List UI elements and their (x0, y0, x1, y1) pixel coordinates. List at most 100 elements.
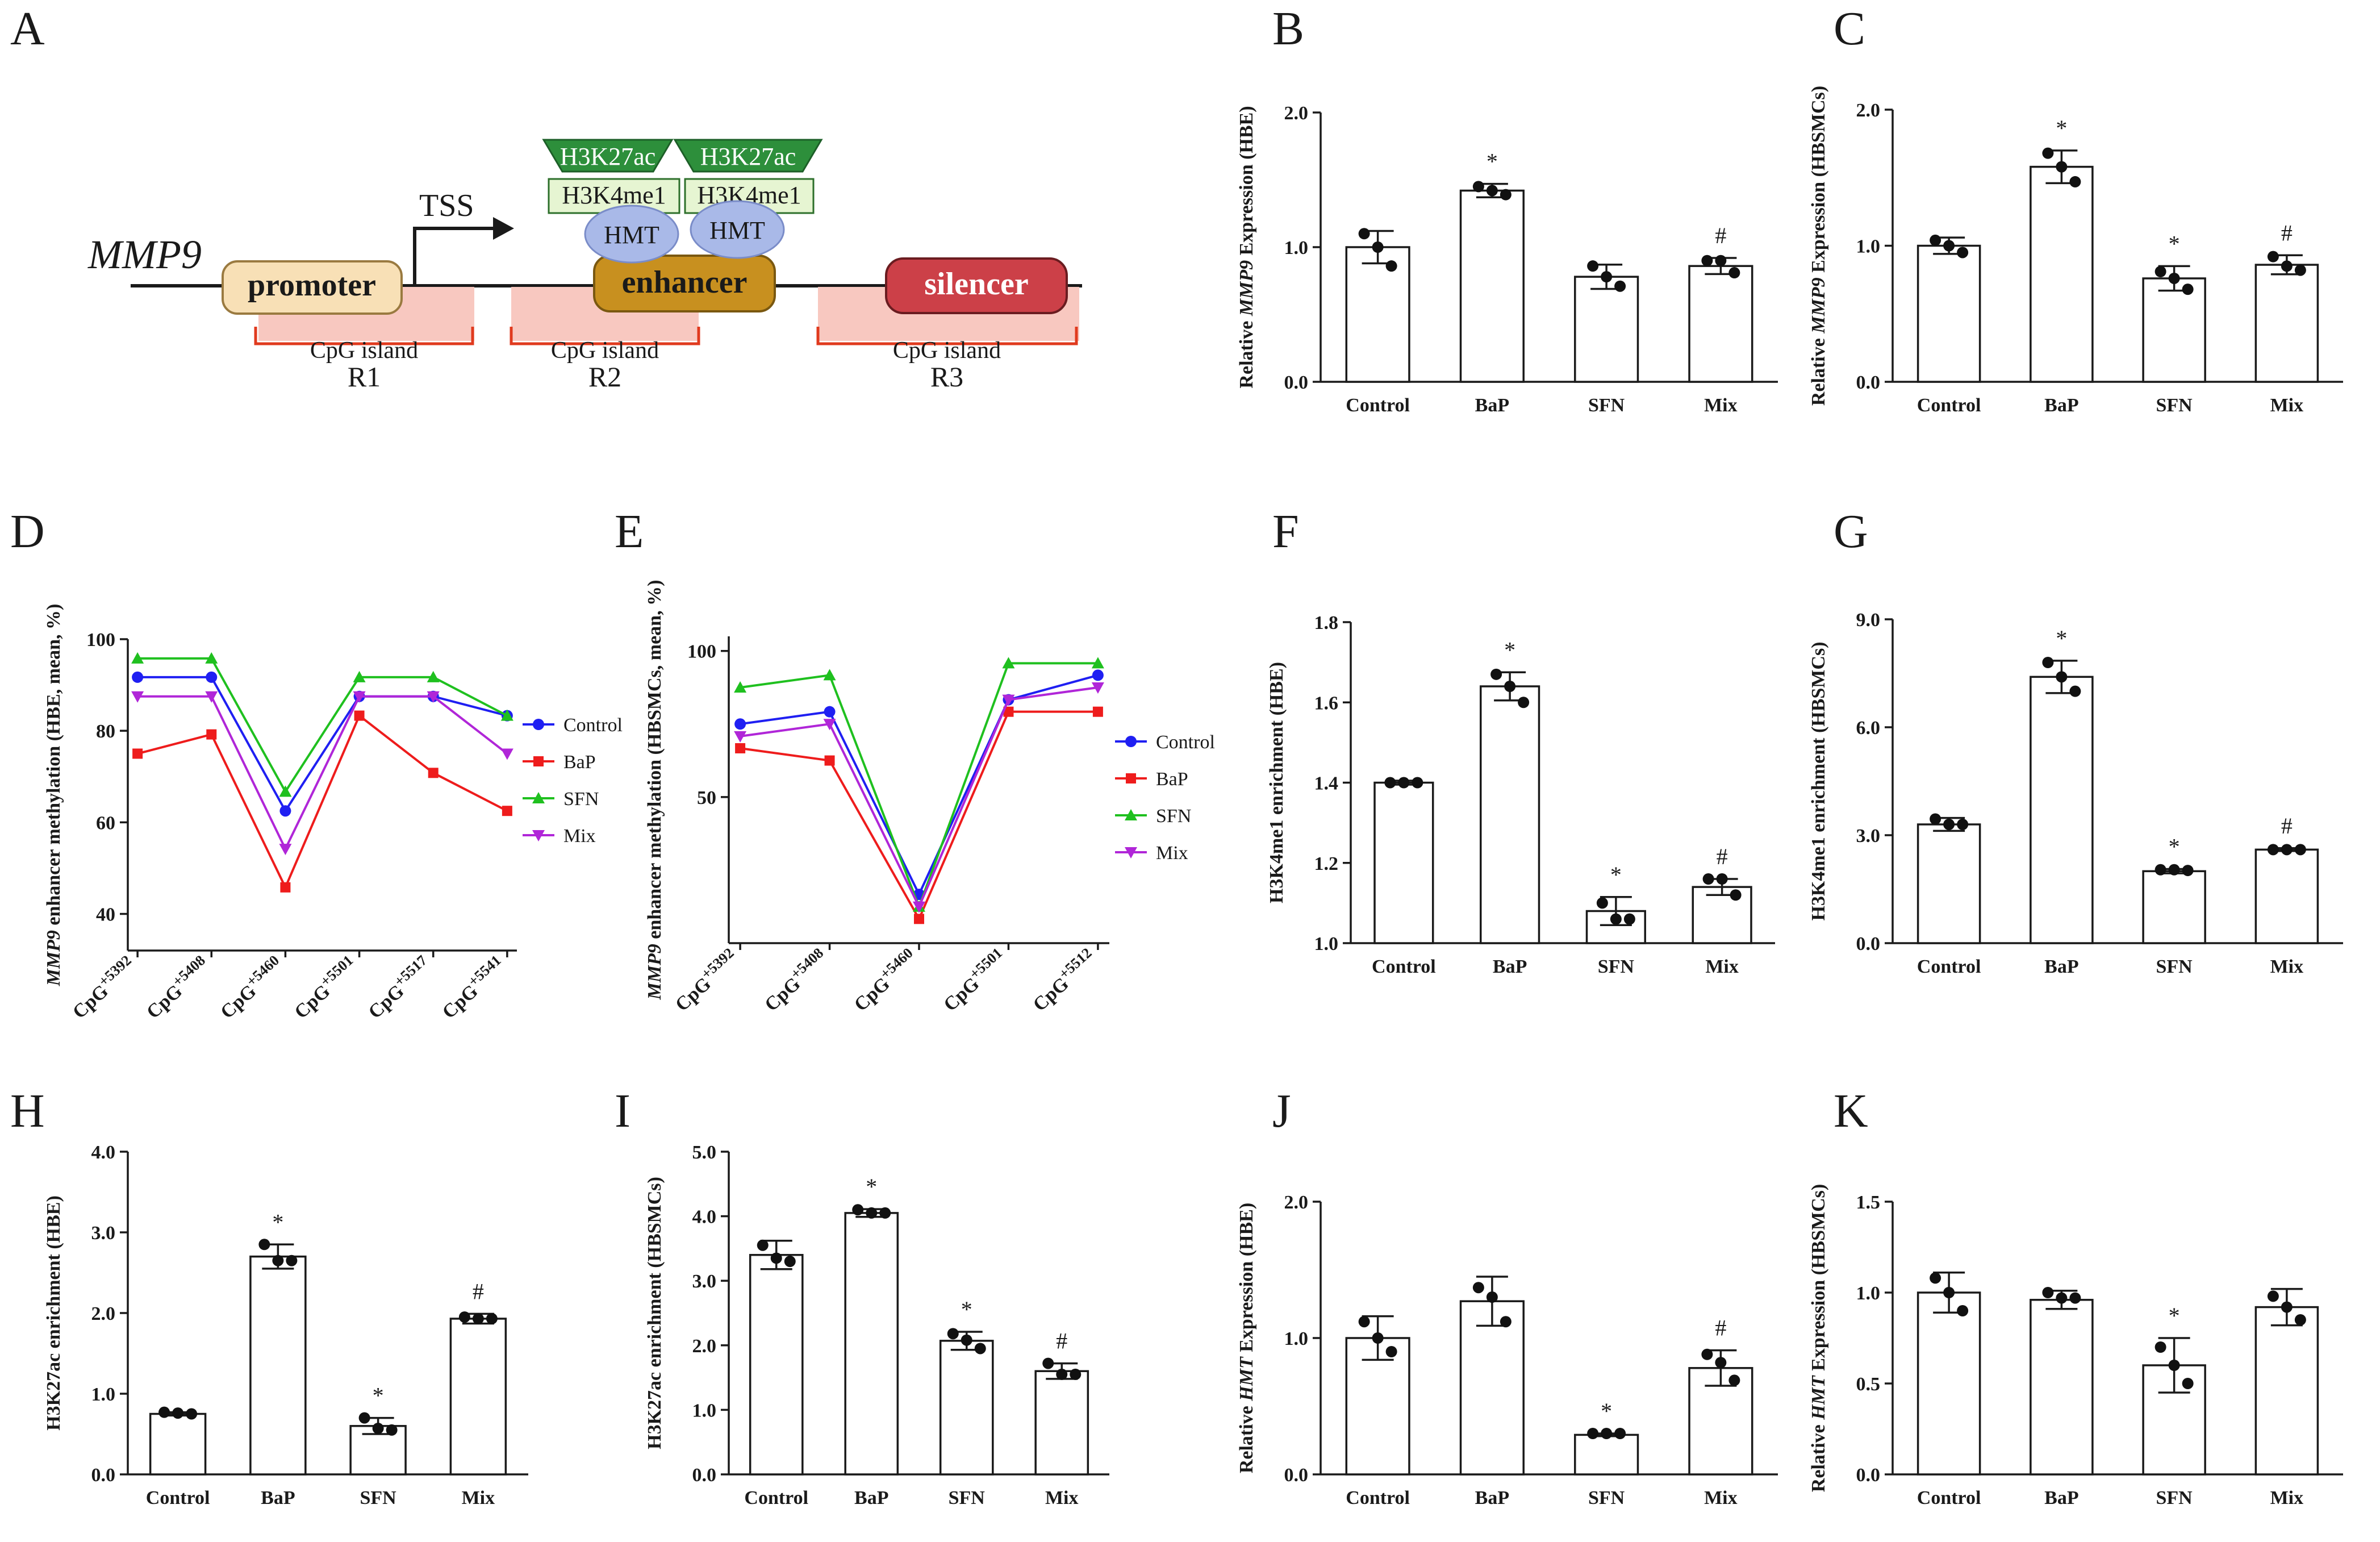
x-tick-label: Mix (2270, 1487, 2304, 1508)
x-tick-label: CpG+5460 (847, 944, 922, 1015)
data-point-square (502, 806, 512, 816)
data-point-square (824, 755, 835, 766)
data-point-square (1092, 706, 1103, 717)
y-axis-label: Relative HMT Expression (HBSMCs) (1808, 1184, 1829, 1492)
data-point (1716, 873, 1728, 885)
data-point (486, 1312, 498, 1324)
tss-label: TSS (419, 188, 474, 223)
data-point-triangle-down (131, 691, 144, 703)
tss-arrow (413, 227, 494, 286)
data-point-triangle-down (1091, 682, 1104, 694)
bar-bap (1459, 1300, 1525, 1476)
data-point-triangle (131, 652, 144, 664)
y-tick-label: 1.0 (1314, 933, 1339, 955)
x-tick-label: BaP (1493, 956, 1527, 977)
y-axis-label: MMP9 enhancer methylation (HBSMCs, mean,… (644, 580, 665, 1001)
bar-mix (2254, 1306, 2319, 1476)
y-tick-label: 3.0 (1856, 826, 1881, 847)
series-line-control (740, 674, 1099, 897)
y-tick-label: 1.0 (1284, 237, 1309, 259)
data-point-triangle-down (353, 691, 366, 703)
data-point (2267, 844, 2279, 856)
x-tick-label: Mix (2270, 395, 2304, 416)
y-tick-label: 2.0 (1856, 100, 1881, 121)
data-point (358, 1412, 370, 1424)
y-axis-label-suffix: H3K27ac enrichment (HBE) (43, 1195, 64, 1431)
bar-bap (2030, 165, 2094, 383)
x-tick-label: Mix (1704, 1487, 1738, 1508)
data-point (1385, 260, 1397, 272)
significance-mark: # (2281, 813, 2293, 839)
data-point (1701, 1348, 1713, 1360)
panel-label-g: G (1834, 505, 1868, 558)
data-point (1601, 1428, 1613, 1439)
x-tick-label: SFN (949, 1487, 986, 1508)
series-line-bap (740, 710, 1098, 922)
legend-label-control: Control (1156, 732, 1215, 753)
data-point-triangle (279, 785, 292, 797)
data-point (2267, 1290, 2279, 1302)
y-axis-label: H3K4me1 enrichment (HBSMCs) (1808, 641, 1829, 920)
silencer-box (885, 257, 1068, 314)
x-tick-label: CpG+5460 (214, 952, 289, 1023)
x-tick-label: CpG+5392 (668, 944, 743, 1015)
data-point (1715, 255, 1727, 266)
significance-mark: # (1715, 223, 1726, 248)
y-tick-label: 1.0 (1856, 1283, 1881, 1304)
x-tick-label: BaP (2044, 956, 2078, 977)
significance-mark: * (1504, 637, 1515, 662)
panel-label-i: I (615, 1085, 631, 1137)
y-axis-label: H3K27ac enrichment (HBSMCs) (644, 1177, 665, 1449)
significance-mark: * (866, 1174, 877, 1199)
y-axis-label-suffix: H3K4me1 enrichment (HBSMCs) (1808, 641, 1829, 920)
panel-label-b: B (1272, 2, 1304, 55)
data-point (1504, 681, 1516, 692)
y-tick-label: 9.0 (1856, 610, 1881, 631)
data-point (1943, 819, 1955, 830)
panel-label-h: H (10, 1085, 45, 1137)
data-point-triangle (734, 681, 747, 693)
significance-mark: # (2281, 220, 2293, 245)
data-point-triangle (1002, 657, 1015, 669)
significance-mark: * (2056, 626, 2067, 651)
series-line-sfn (740, 662, 1098, 910)
series-line-control (137, 676, 508, 814)
x-tick-label: Control (1917, 956, 1981, 977)
data-point (1701, 255, 1713, 266)
bar-sfn (1574, 276, 1639, 383)
charts: B 0.0 1.0 2.0 Relative MMP9 Expression (HBE)… (10, 2, 2343, 1508)
chart-panel-h: H 0.0 1.0 2.0 3.0 4.0 H3K27ac enrichment (HBE)… (10, 1085, 528, 1508)
y-tick-label: 1.5 (1856, 1192, 1881, 1213)
x-tick-label: BaP (1475, 1487, 1509, 1508)
bar-control (1916, 244, 1981, 383)
significance-mark: * (373, 1383, 384, 1408)
data-point-square (280, 882, 291, 893)
x-tick-label-position: +5460 (876, 944, 916, 982)
significance-mark: # (1717, 844, 1728, 869)
y-axis-label-gene: HMT (1808, 1375, 1829, 1420)
x-tick-label: CpG+5501 (287, 952, 362, 1023)
data-point (1500, 189, 1511, 201)
bar-bap (2030, 676, 2094, 944)
data-point (2154, 864, 2166, 876)
x-tick-label: SFN (1588, 1487, 1625, 1508)
x-tick-label-position: +5501 (317, 952, 356, 989)
data-point (272, 1255, 284, 1266)
data-point-circle (132, 671, 144, 683)
y-tick-label: 0.0 (1856, 1465, 1881, 1486)
data-point (2154, 1341, 2166, 1353)
cpg-bracket-r2 (510, 327, 700, 345)
bar-mix (1034, 1370, 1089, 1476)
series-line-mix (740, 686, 1099, 910)
data-point-square (354, 710, 365, 721)
bar-control (1373, 781, 1434, 944)
x-tick-label: Control (1372, 956, 1436, 977)
bar-bap (249, 1255, 307, 1476)
data-point (286, 1255, 298, 1266)
data-point-triangle-down (279, 844, 292, 856)
series-line-sfn (137, 657, 508, 794)
data-point (1500, 1316, 1511, 1328)
data-point (1596, 897, 1608, 909)
data-point (472, 1312, 484, 1324)
h3k27ac-mark-right-icon (673, 139, 823, 173)
